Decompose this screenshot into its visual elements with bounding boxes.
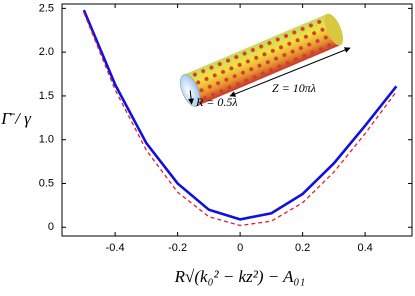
y-tick-label: 0.5 xyxy=(39,177,54,189)
x-axis-label: R√(k₀² − kz²) − A₀₁ xyxy=(174,267,306,286)
y-tick-label: 1.5 xyxy=(39,90,54,102)
series-line xyxy=(82,9,398,221)
annotation: R = 0.5λ xyxy=(195,95,238,109)
y-axis-label: Γ̄ / γ xyxy=(0,109,32,128)
series-line xyxy=(83,12,397,227)
x-tick-label: 0.2 xyxy=(295,242,310,254)
annotation: Z = 10πλ xyxy=(272,81,316,95)
x-tick-label: -0.2 xyxy=(168,242,187,254)
x-tick-label: -0.4 xyxy=(106,242,125,254)
y-tick-label: 2.0 xyxy=(39,46,54,58)
length-arrow xyxy=(229,47,351,97)
x-tick-label: 0.4 xyxy=(357,242,372,254)
x-tick-label: 0 xyxy=(237,242,243,254)
plot-frame xyxy=(61,3,413,237)
y-tick-label: 2.5 xyxy=(39,2,54,14)
y-tick-label: 0 xyxy=(48,221,54,233)
y-tick-label: 1.0 xyxy=(39,134,54,146)
